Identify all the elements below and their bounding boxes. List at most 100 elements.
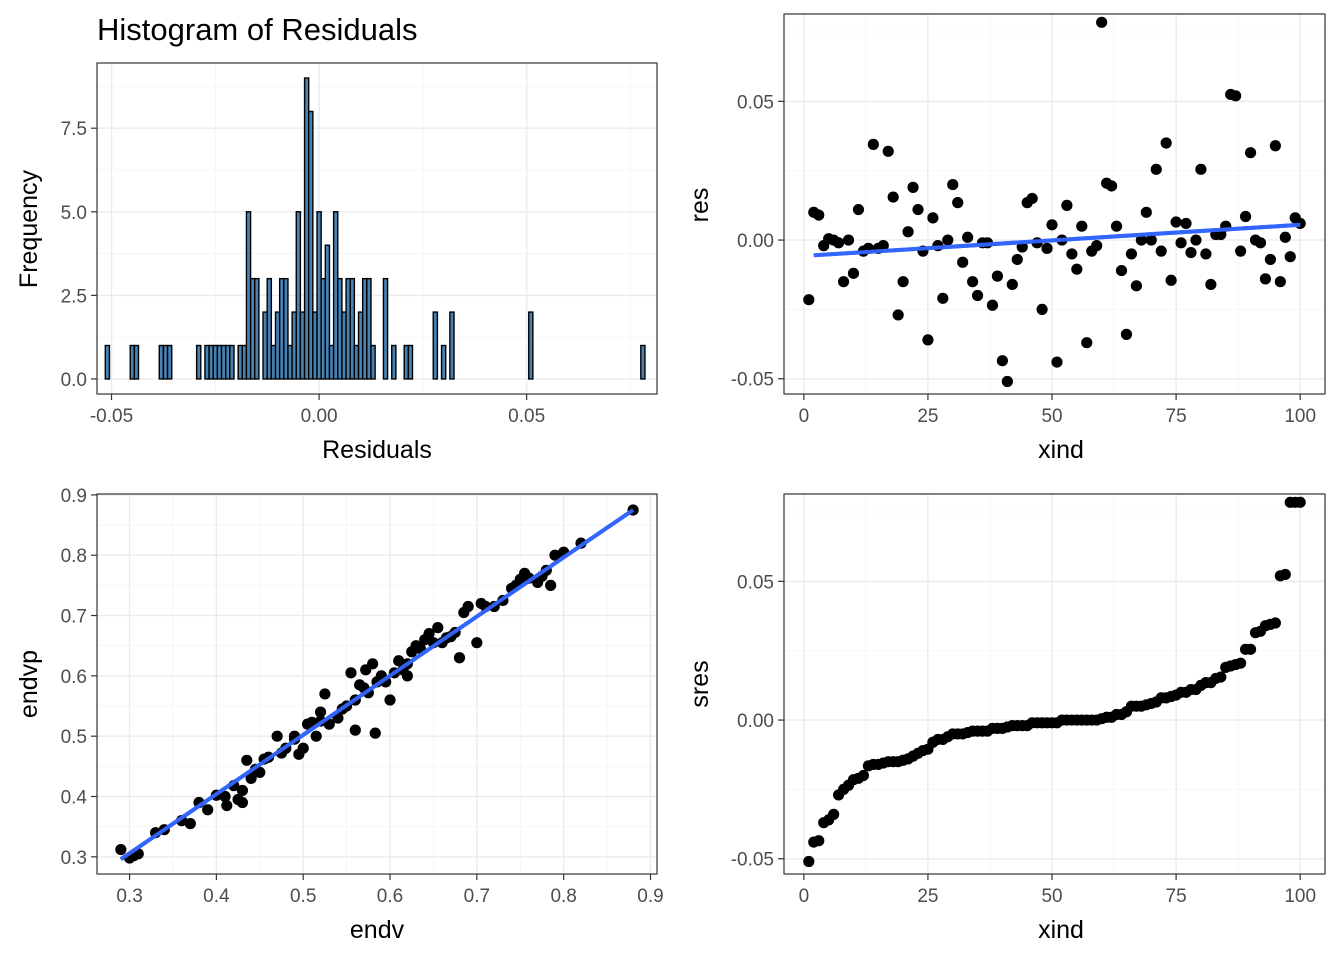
scatter-point xyxy=(1190,234,1202,246)
scatter-point xyxy=(922,334,934,346)
scatter-point xyxy=(310,730,322,742)
scatter-point xyxy=(184,818,196,830)
scatter-point xyxy=(1279,568,1291,581)
scatter-point xyxy=(1254,237,1267,249)
panel-background xyxy=(97,63,657,394)
scatter-point xyxy=(271,730,283,742)
scatter-point xyxy=(221,799,233,812)
panel-border xyxy=(783,13,1326,395)
scatter-point xyxy=(1066,248,1078,260)
scatter-point xyxy=(813,835,825,847)
sorted-residuals-plot-area: 0 25 50 75 100 -0.05 0.00 0.05 xyxy=(731,493,1326,907)
residuals-x-axis-label: xind xyxy=(1038,436,1084,464)
scatter-point xyxy=(1244,147,1257,159)
x-tick-label: 50 xyxy=(1041,406,1062,427)
scatter-point xyxy=(962,231,974,243)
x-tick-label: 0 xyxy=(799,886,810,907)
scatter-point xyxy=(369,727,381,739)
scatter-point xyxy=(236,784,249,797)
scatter-point xyxy=(384,694,396,706)
histogram-bar xyxy=(133,344,140,380)
histogram-bar xyxy=(308,110,314,380)
x-tick-label: 75 xyxy=(1166,406,1187,427)
scatter-point xyxy=(1269,617,1281,629)
x-tick-label: 0.6 xyxy=(377,886,403,907)
x-tick-label: 100 xyxy=(1284,406,1316,427)
scatter-point xyxy=(967,276,979,288)
histogram-x-axis-label: Residuals xyxy=(322,436,432,464)
scatter-point xyxy=(1046,219,1058,231)
x-tick-label: 100 xyxy=(1284,886,1316,907)
residuals-scatter-panel: 0 25 50 75 100 -0.05 0.00 0.05 xind res xyxy=(686,13,1326,464)
scatter-point xyxy=(1170,216,1182,228)
y-tick-label: 0.00 xyxy=(737,231,774,252)
y-tick-label: 0.00 xyxy=(737,711,774,732)
scatter-point xyxy=(937,292,949,304)
x-tick-label: 0.7 xyxy=(464,886,490,907)
endv-x-axis-label: endv xyxy=(350,916,405,944)
panel-background xyxy=(784,14,1325,394)
panel-border xyxy=(783,493,1326,875)
scatter-point xyxy=(1036,303,1048,316)
scatter-point xyxy=(907,181,919,193)
x-tick-label: 75 xyxy=(1166,886,1187,907)
y-tick-label: 0.0 xyxy=(61,370,87,391)
y-tick-label: -0.05 xyxy=(731,370,774,391)
panel-background xyxy=(784,494,1325,874)
histogram-bar xyxy=(382,277,389,380)
scatter-point xyxy=(319,688,331,700)
scatter-point xyxy=(241,754,253,766)
scatter-point xyxy=(828,808,840,820)
scatter-point xyxy=(1264,253,1277,266)
scatter-point xyxy=(1125,248,1138,260)
scatter-point xyxy=(1091,240,1103,252)
scatter-point xyxy=(549,549,561,561)
scatter-point xyxy=(1051,356,1063,368)
y-tick-label: -0.05 xyxy=(731,850,774,871)
scatter-point xyxy=(882,145,894,157)
scatter-point xyxy=(897,276,909,288)
scatter-point xyxy=(1269,140,1281,152)
histogram-bar xyxy=(266,277,273,380)
scatter-point xyxy=(1235,657,1247,669)
x-tick-label: 0.3 xyxy=(116,886,142,907)
scatter-point xyxy=(986,299,999,311)
sorted-residuals-panel: 0 25 50 75 100 -0.05 0.00 0.05 xind sres xyxy=(686,493,1326,944)
scatter-point xyxy=(1235,245,1247,257)
scatter-point xyxy=(991,270,1004,282)
x-tick-label: 0.5 xyxy=(290,886,316,907)
x-tick-label: 50 xyxy=(1041,886,1062,907)
x-tick-label: 0.9 xyxy=(637,886,663,907)
histogram-bar xyxy=(440,344,447,380)
x-tick-label: -0.05 xyxy=(90,406,133,427)
scatter-point xyxy=(245,772,257,784)
residuals-y-axis-label: res xyxy=(686,188,714,223)
scatter-point xyxy=(1120,328,1133,340)
scatter-point xyxy=(349,724,361,736)
histogram-bar xyxy=(195,344,202,380)
x-tick-label: 25 xyxy=(917,886,938,907)
y-tick-label: 0.6 xyxy=(61,667,87,688)
scatter-point xyxy=(867,138,879,150)
scatter-point xyxy=(957,256,969,268)
scatter-point xyxy=(1215,671,1227,683)
histogram-bar xyxy=(104,344,111,380)
scatter-point xyxy=(942,234,954,246)
scatter-point xyxy=(1115,264,1128,277)
x-tick-label: 0 xyxy=(799,406,810,427)
histogram-bar xyxy=(528,311,534,380)
scatter-point xyxy=(254,766,266,778)
scatter-point xyxy=(837,276,850,288)
scatter-point xyxy=(1110,220,1123,232)
scatter-point xyxy=(367,658,379,670)
y-tick-label: 0.8 xyxy=(61,546,87,567)
histogram-bar xyxy=(254,277,260,380)
scatter-point xyxy=(1200,248,1212,260)
scatter-point xyxy=(842,234,855,246)
scatter-point xyxy=(1205,278,1217,291)
residuals-plot-area: 0 25 50 75 100 -0.05 0.00 0.05 xyxy=(731,13,1326,427)
scatter-point xyxy=(432,622,444,634)
scatter-point xyxy=(1185,246,1197,259)
histogram-bar xyxy=(370,344,376,380)
